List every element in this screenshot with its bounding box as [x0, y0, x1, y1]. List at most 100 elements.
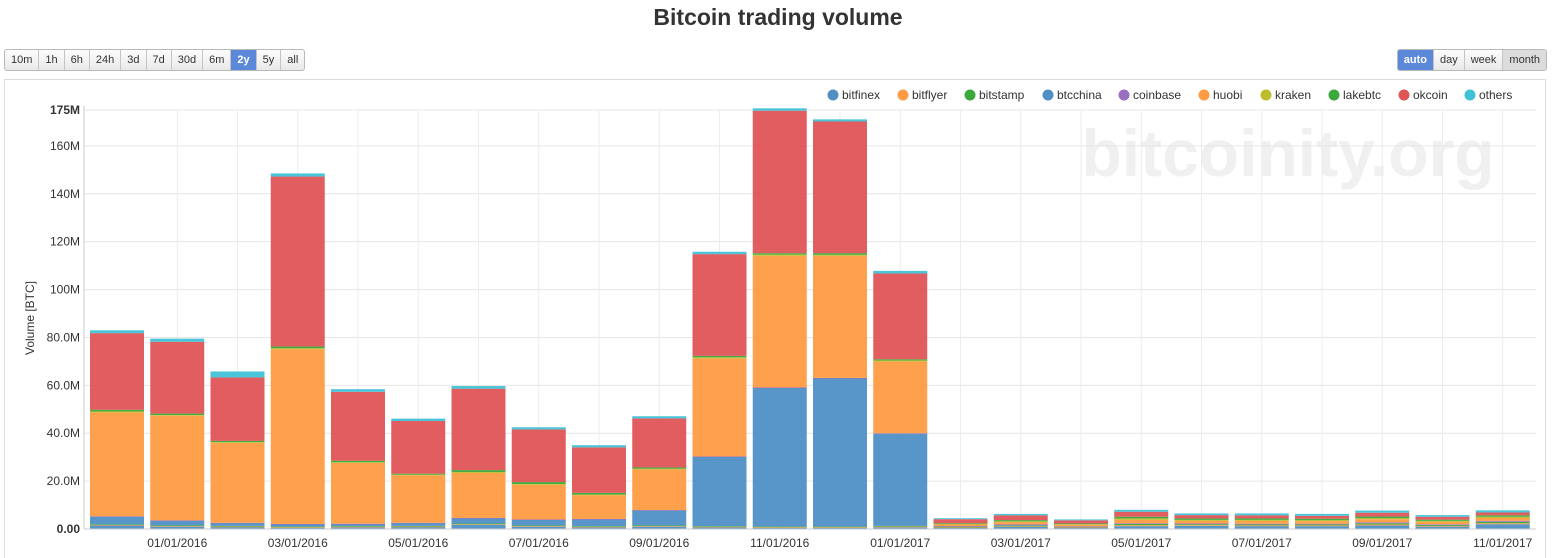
bar-huobi [451, 472, 506, 518]
bar-kraken [1475, 516, 1530, 518]
x-tick-label: 05/01/2017 [1111, 536, 1171, 550]
bar-lakebtc [150, 413, 205, 416]
bar-coinbase [752, 387, 807, 389]
grouping-button-week[interactable]: week [1465, 50, 1504, 70]
range-button-1h[interactable]: 1h [39, 50, 65, 70]
bar-others [1295, 513, 1349, 516]
bar-bitflyer [210, 526, 265, 528]
bar-bitflyer [1295, 525, 1349, 527]
bar-huobi [1174, 520, 1229, 524]
grouping-button-day[interactable]: day [1434, 50, 1465, 70]
bar-huobi [1355, 519, 1410, 523]
range-button-5y[interactable]: 5y [257, 50, 282, 70]
x-tick-label: 05/01/2016 [388, 536, 448, 550]
bar-bitstamp [993, 525, 1048, 527]
bar-okcoin [270, 176, 325, 347]
bar-bitfinex [873, 527, 928, 529]
bar-bitflyer [632, 526, 687, 527]
range-button-10m[interactable]: 10m [5, 50, 40, 70]
bar-others [511, 427, 566, 430]
bar-huobi [90, 412, 144, 517]
bar-btcchina [451, 518, 506, 524]
bar-lakebtc [692, 355, 747, 358]
bar-bitstamp [873, 525, 928, 527]
bar-bitflyer [451, 524, 506, 525]
bar-okcoin [632, 418, 687, 468]
bar-bitstamp [1475, 521, 1530, 524]
bar-lakebtc [270, 346, 325, 349]
y-tick-label: 120M [50, 235, 80, 249]
bar-bitfinex [331, 527, 385, 529]
bar-huobi [331, 462, 385, 524]
bar-bitfinex [270, 527, 325, 529]
legend-label-bitstamp: bitstamp [979, 88, 1025, 102]
range-button-3d[interactable]: 3d [121, 50, 147, 70]
legend-marker-others [1464, 89, 1476, 101]
bar-okcoin [331, 391, 385, 461]
bar-bitfinex [572, 527, 626, 529]
bar-okcoin [210, 377, 265, 441]
bar-others [1475, 510, 1530, 513]
y-tick-label: 20.0M [47, 474, 80, 488]
legend-label-btcchina: btcchina [1057, 88, 1102, 102]
bar-okcoin [873, 273, 928, 360]
bar-others [692, 251, 747, 255]
bar-btcchina [993, 524, 1048, 526]
bar-coinbase [1114, 523, 1169, 524]
grouping-button-month[interactable]: month [1503, 50, 1546, 70]
bar-huobi [813, 255, 867, 378]
bar-okcoin [692, 254, 747, 356]
bar-kraken [391, 474, 446, 476]
bar-coinbase [270, 523, 325, 525]
range-button-all[interactable]: all [287, 54, 299, 66]
bar-bitflyer [993, 526, 1048, 527]
range-button-7d[interactable]: 7d [147, 50, 172, 70]
bar-kraken [873, 360, 928, 362]
bar-lakebtc [451, 470, 506, 473]
legend-label-okcoin: okcoin [1413, 88, 1448, 102]
bar-coinbase [1415, 524, 1470, 525]
bar-btcchina [572, 519, 626, 527]
bar-bitstamp [451, 523, 506, 525]
range-button-30d[interactable]: 30d [172, 50, 204, 70]
range-button-2y[interactable]: 2y [231, 50, 257, 70]
bar-huobi [1234, 520, 1289, 524]
bar-bitfinex [511, 526, 566, 529]
bar-bitstamp [331, 526, 385, 527]
bar-coinbase [873, 433, 928, 434]
bar-kraken [752, 254, 807, 256]
bar-huobi [150, 415, 205, 521]
bar-coinbase [451, 517, 506, 519]
bar-okcoin [1355, 512, 1410, 517]
bar-coinbase [210, 522, 265, 524]
bar-bitfinex [813, 527, 867, 529]
bar-bitstamp [692, 526, 747, 527]
range-button-6m[interactable]: 6m [203, 50, 232, 70]
bar-bitstamp [1114, 523, 1169, 526]
bar-others [150, 338, 205, 342]
y-tick-label: 80.0M [47, 330, 80, 344]
bar-bitstamp [1174, 524, 1229, 526]
bar-bitstamp [1234, 524, 1289, 526]
bar-bitflyer [1234, 525, 1289, 527]
range-button-24h[interactable]: 24h [90, 50, 122, 70]
watermark: bitcoinity.org [1081, 116, 1494, 190]
bar-lakebtc [572, 492, 626, 495]
bar-btcchina [90, 516, 144, 525]
bar-others [1174, 513, 1229, 516]
bar-kraken [933, 523, 988, 525]
bar-bitflyer [813, 527, 867, 528]
bar-bitflyer [270, 527, 325, 528]
bar-lakebtc [210, 440, 265, 443]
bar-bitstamp [90, 524, 144, 525]
x-tick-label: 01/01/2016 [147, 536, 207, 550]
bar-coinbase [1475, 520, 1530, 522]
range-button-6h[interactable]: 6h [65, 50, 90, 70]
bar-lakebtc [873, 359, 928, 361]
x-tick-label: 09/01/2017 [1352, 536, 1412, 550]
grouping-button-auto[interactable]: auto [1397, 50, 1434, 70]
bar-bitstamp [1415, 524, 1470, 526]
bar-bitstamp [752, 526, 807, 528]
legend-label-bitfinex: bitfinex [842, 88, 880, 102]
bar-others [572, 445, 626, 448]
